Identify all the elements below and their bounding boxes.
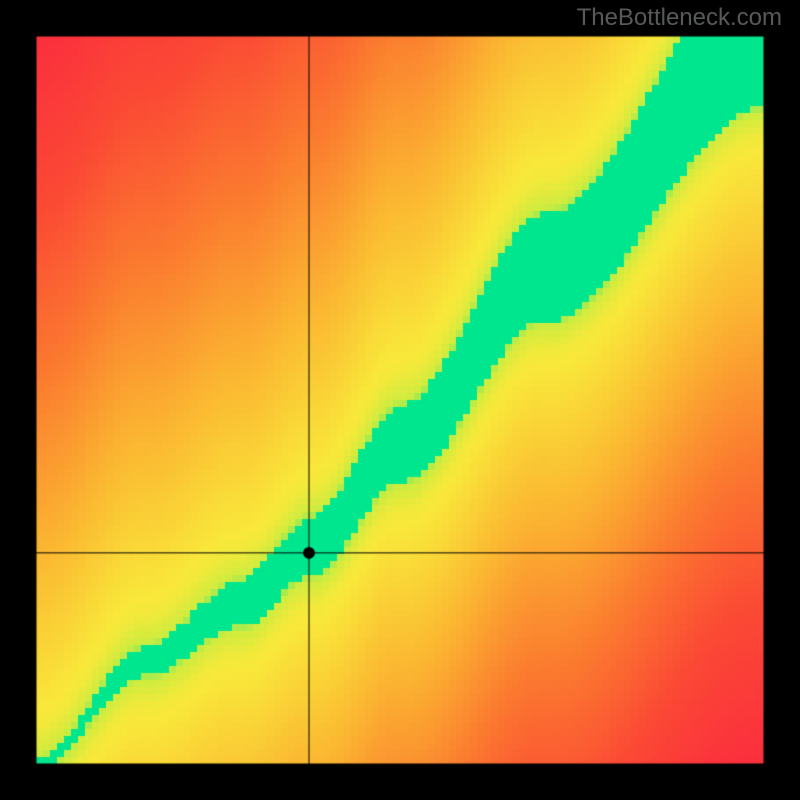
bottleneck-heatmap — [0, 0, 800, 800]
watermark-text: TheBottleneck.com — [577, 4, 782, 32]
chart-container: TheBottleneck.com — [0, 0, 800, 800]
